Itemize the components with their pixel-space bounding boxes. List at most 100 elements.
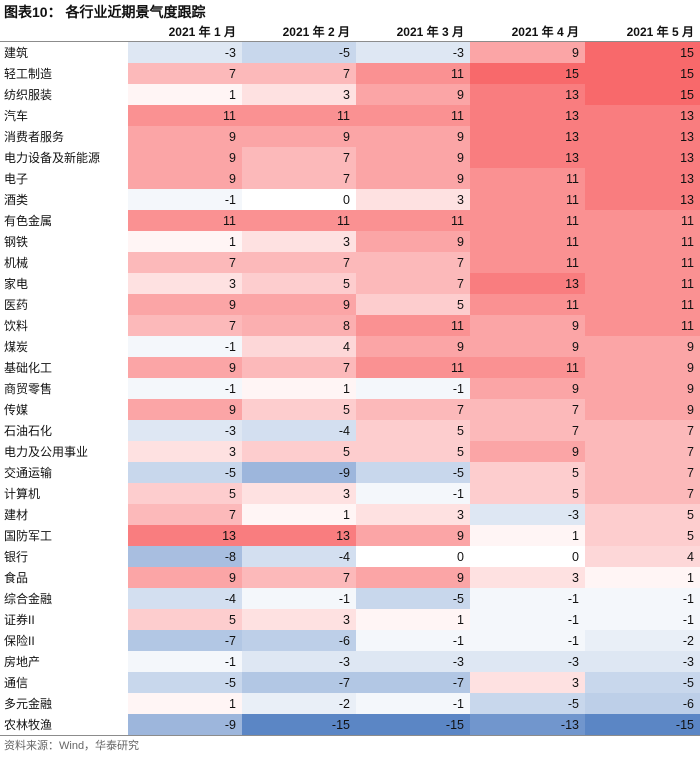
table-row: 汽车 11 11 11 13 13 [0,105,700,126]
table-row: 有色金属 11 11 11 11 11 [0,210,700,231]
row-label: 食品 [0,567,128,588]
heatmap-cell: 11 [356,105,470,126]
heatmap-cell: 7 [470,399,585,420]
heatmap-cell: 1 [356,609,470,630]
row-label: 银行 [0,546,128,567]
heatmap-cell: 9 [128,147,242,168]
heatmap-cell: 9 [585,378,700,399]
table-row: 食品 9 7 9 3 1 [0,567,700,588]
heatmap-cell: 11 [470,294,585,315]
column-header: 2021 年 1 月 [128,22,242,42]
table-row: 医药 9 9 5 11 11 [0,294,700,315]
heatmap-cell: 1 [242,378,356,399]
row-label: 酒类 [0,189,128,210]
heatmap-body: 建筑 -3 -5 -3 9 15 轻工制造 7 7 11 15 15 纺织服装 1 3 9 13 15 汽车 11 11… [0,41,700,736]
row-label: 多元金融 [0,693,128,714]
heatmap-cell: -9 [242,462,356,483]
heatmap-cell: 5 [470,462,585,483]
heatmap-cell: 5 [128,483,242,504]
heatmap-cell: 3 [242,231,356,252]
row-label: 家电 [0,273,128,294]
row-label: 综合金融 [0,588,128,609]
table-row: 电子 9 7 9 11 13 [0,168,700,189]
heatmap-cell: 9 [356,84,470,105]
column-header: 2021 年 4 月 [470,22,585,42]
table-row: 交通运输 -5 -9 -5 5 7 [0,462,700,483]
heatmap-cell: 11 [356,63,470,84]
heatmap-cell: -6 [242,630,356,651]
heatmap-cell: -5 [356,588,470,609]
heatmap-cell: 11 [356,357,470,378]
heatmap-cell: 11 [585,315,700,336]
heatmap-cell: 15 [585,63,700,84]
heatmap-cell: 13 [470,147,585,168]
heatmap-cell: -1 [128,378,242,399]
heatmap-cell: 9 [470,336,585,357]
heatmap-cell: -4 [128,588,242,609]
table-row: 轻工制造 7 7 11 15 15 [0,63,700,84]
table-row: 纺织服装 1 3 9 13 15 [0,84,700,105]
heatmap-cell: 11 [356,210,470,231]
row-label: 国防军工 [0,525,128,546]
heatmap-cell: 3 [128,273,242,294]
heatmap-cell: 7 [242,567,356,588]
heatmap-cell: 13 [242,525,356,546]
heatmap-cell: 15 [585,41,700,63]
table-row: 保险II -7 -6 -1 -1 -2 [0,630,700,651]
header-row: 2021 年 1 月 2021 年 2 月 2021 年 3 月 2021 年 … [0,22,700,42]
heatmap-cell: 11 [585,231,700,252]
heatmap-cell: 5 [356,294,470,315]
heatmap-cell: -7 [128,630,242,651]
table-row: 综合金融 -4 -1 -5 -1 -1 [0,588,700,609]
heatmap-cell: 11 [356,315,470,336]
table-row: 钢铁 1 3 9 11 11 [0,231,700,252]
heatmap-cell: 9 [470,378,585,399]
heatmap-cell: -15 [585,714,700,736]
table-row: 饮料 7 8 11 9 11 [0,315,700,336]
heatmap-cell: 1 [585,567,700,588]
heatmap-cell: -1 [470,588,585,609]
heatmap-cell: 7 [242,252,356,273]
heatmap-table: 2021 年 1 月 2021 年 2 月 2021 年 3 月 2021 年 … [0,22,700,736]
row-label: 交通运输 [0,462,128,483]
heatmap-cell: 11 [242,105,356,126]
column-header: 2021 年 3 月 [356,22,470,42]
heatmap-cell: -4 [242,546,356,567]
heatmap-cell: 8 [242,315,356,336]
table-row: 银行 -8 -4 0 0 4 [0,546,700,567]
heatmap-cell: -2 [585,630,700,651]
heatmap-cell: 0 [242,189,356,210]
heatmap-cell: 9 [585,336,700,357]
heatmap-cell: 1 [128,693,242,714]
heatmap-cell: -2 [242,693,356,714]
heatmap-cell: -1 [128,651,242,672]
row-label: 机械 [0,252,128,273]
heatmap-cell: 5 [242,273,356,294]
heatmap-cell: 15 [585,84,700,105]
heatmap-cell: -1 [128,189,242,210]
table-row: 石油石化 -3 -4 5 7 7 [0,420,700,441]
table-row: 商贸零售 -1 1 -1 9 9 [0,378,700,399]
heatmap-cell: -15 [356,714,470,736]
heatmap-cell: 9 [128,294,242,315]
table-row: 房地产 -1 -3 -3 -3 -3 [0,651,700,672]
heatmap-cell: 1 [128,84,242,105]
heatmap-cell: 3 [470,672,585,693]
heatmap-cell: -13 [470,714,585,736]
heatmap-cell: 13 [585,105,700,126]
heatmap-cell: 1 [470,525,585,546]
heatmap-cell: 1 [128,231,242,252]
heatmap-cell: -5 [128,462,242,483]
header-industry [0,22,128,42]
heatmap-cell: 11 [470,168,585,189]
heatmap-cell: -1 [470,609,585,630]
heatmap-cell: 9 [242,294,356,315]
heatmap-cell: 9 [470,315,585,336]
heatmap-cell: 5 [470,483,585,504]
heatmap-cell: -1 [585,609,700,630]
heatmap-cell: 9 [128,567,242,588]
row-label: 建筑 [0,41,128,63]
heatmap-cell: 4 [585,546,700,567]
row-label: 传媒 [0,399,128,420]
heatmap-cell: 5 [585,525,700,546]
